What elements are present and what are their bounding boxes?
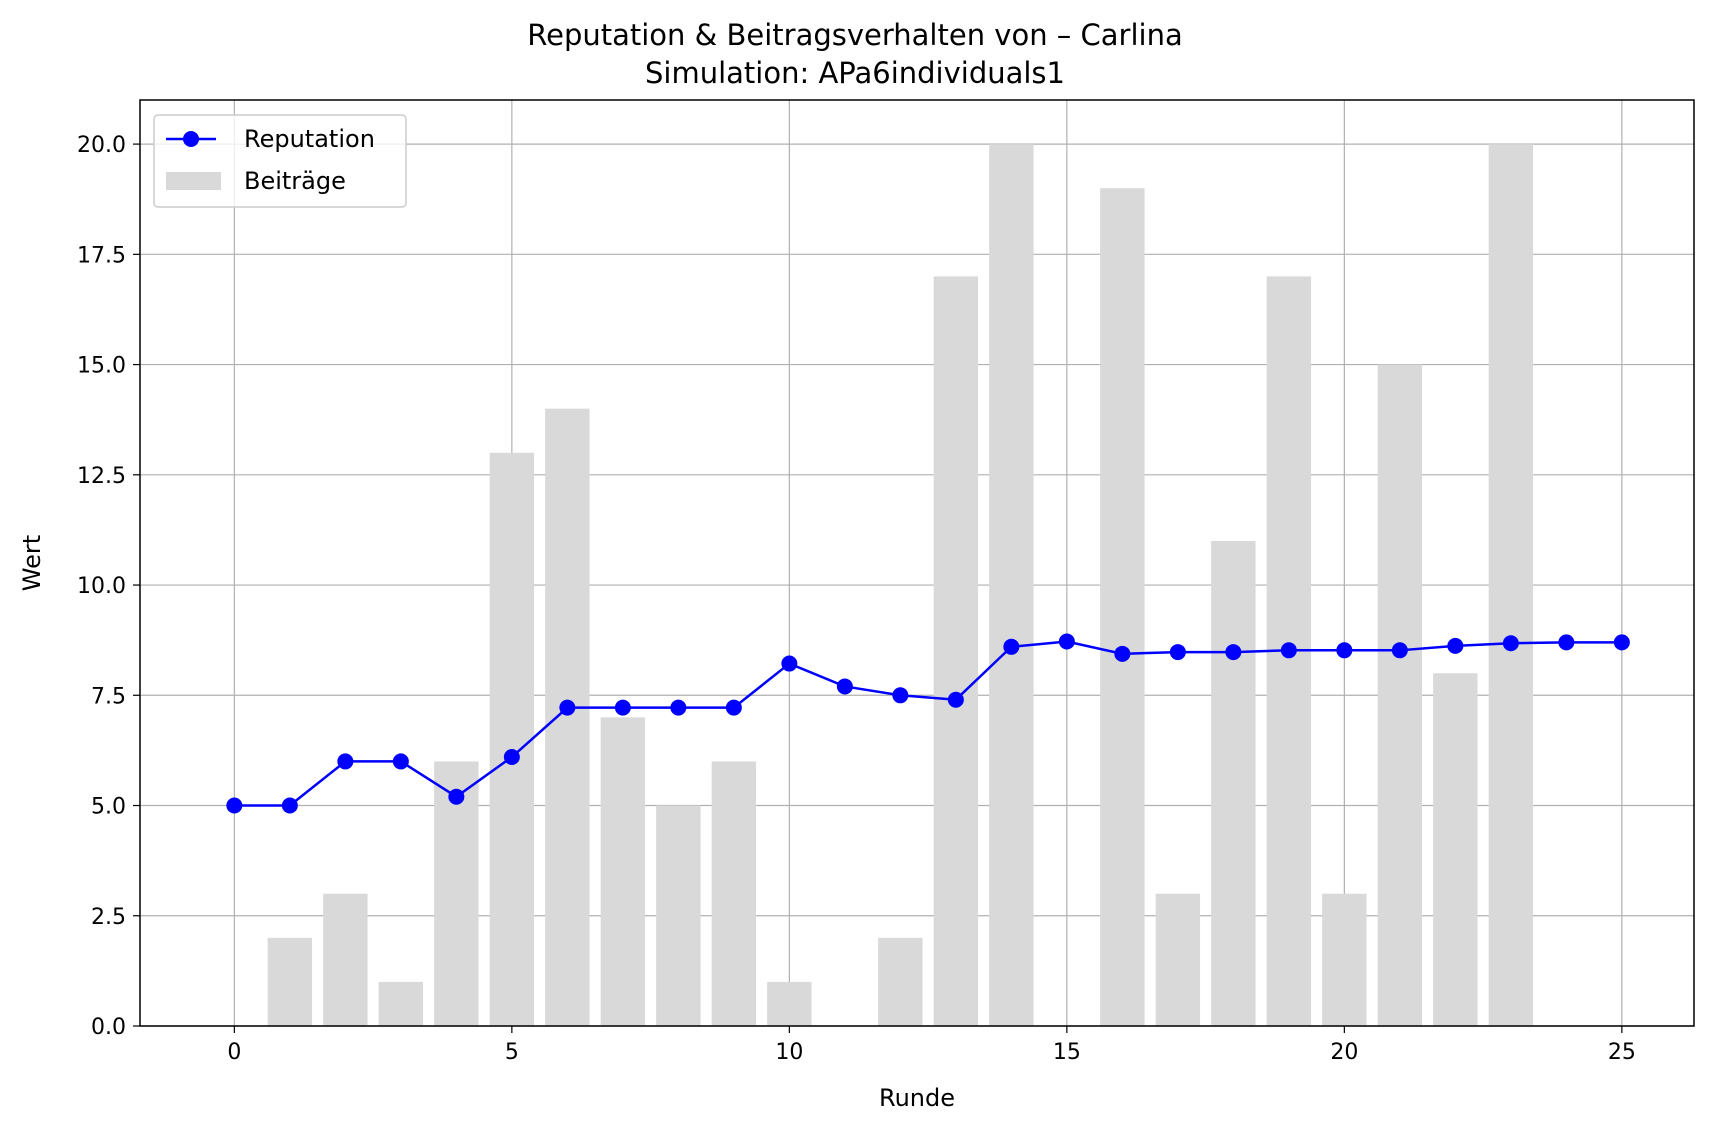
reputation-point [337,753,354,770]
reputation-point [226,797,243,814]
legend: Reputation Beiträge [153,114,407,208]
reputation-point [670,699,687,716]
legend-reputation-label: Reputation [244,125,375,153]
bar-beitraege [767,981,812,1026]
y-tick-label: 10.0 [77,574,126,599]
x-tick-label: 5 [505,1040,519,1065]
reputation-point [1169,644,1186,661]
bar-beitraege [933,276,979,1026]
reputation-point [281,797,298,814]
legend-beitraege-label: Beiträge [244,167,346,195]
bars-beitraege [267,144,1534,1027]
reputation-point [1225,644,1242,661]
bar-beitraege [989,144,1034,1027]
reputation-point [392,753,409,770]
bar-beitraege [267,937,313,1026]
reputation-point [725,699,742,716]
x-tick-label: 25 [1608,1040,1636,1065]
y-tick-label: 2.5 [91,905,126,930]
reputation-point [781,655,798,672]
y-tick-label: 0.0 [91,1015,126,1040]
bar-beitraege [1488,144,1534,1027]
bar-beitraege [1322,893,1367,1026]
y-tick-label: 12.5 [77,464,126,489]
y-tick-label: 20.0 [77,133,126,158]
bar-beitraege [378,981,424,1026]
bar-beitraege [1433,673,1478,1026]
y-axis-label: Wert [18,535,46,591]
bar-beitraege [656,805,701,1026]
reputation-line [234,640,1622,807]
reputation-point [1058,633,1075,650]
reputation-point [1447,637,1464,654]
line-reputation [226,633,1630,814]
reputation-point [1280,642,1297,659]
x-tick-label: 10 [775,1040,803,1065]
bar-beitraege [1155,893,1201,1026]
bar-beitraege [1100,188,1145,1026]
reputation-point [892,687,909,704]
y-tick-label: 5.0 [91,795,126,820]
reputation-point [1613,634,1630,651]
bar-beitraege [600,717,646,1026]
reputation-point [559,699,576,716]
legend-reputation-marker [183,131,199,147]
reputation-point [947,691,964,708]
reputation-point [614,699,631,716]
plot-frame [139,99,1695,1027]
bar-beitraege [1377,364,1423,1027]
reputation-point [836,678,853,695]
bar-beitraege [711,761,757,1026]
bar-beitraege [1211,540,1256,1026]
bar-beitraege [545,408,590,1027]
reputation-point [1558,634,1575,651]
legend-beitraege-swatch [166,172,221,190]
reputation-point [1502,635,1519,652]
y-tick-label: 7.5 [91,684,126,709]
x-tick-label: 20 [1330,1040,1358,1065]
reputation-point [1336,642,1353,659]
chart-subtitle: Simulation: APa6individuals1 [645,56,1065,90]
reputation-point [1114,645,1131,662]
y-ticks: 0.0 2.5 5.0 7.5 10.0 12.5 15.0 17.5 20.0 [77,133,140,1040]
bar-beitraege [489,452,535,1026]
reputation-point [1003,638,1020,655]
y-tick-label: 15.0 [77,354,126,379]
x-tick-label: 15 [1053,1040,1081,1065]
reputation-point [503,749,520,766]
bar-beitraege [434,761,479,1026]
reputation-point [1391,642,1408,659]
bar-beitraege [323,893,368,1026]
x-ticks: 0 5 10 15 20 25 [227,1026,1636,1065]
x-axis-label: Runde [879,1084,955,1112]
bar-beitraege [878,937,923,1026]
chart-title: Reputation & Beitragsverhalten von – Car… [527,18,1182,52]
y-tick-label: 17.5 [77,243,126,268]
x-tick-label: 0 [227,1040,241,1065]
reputation-point [448,788,465,805]
